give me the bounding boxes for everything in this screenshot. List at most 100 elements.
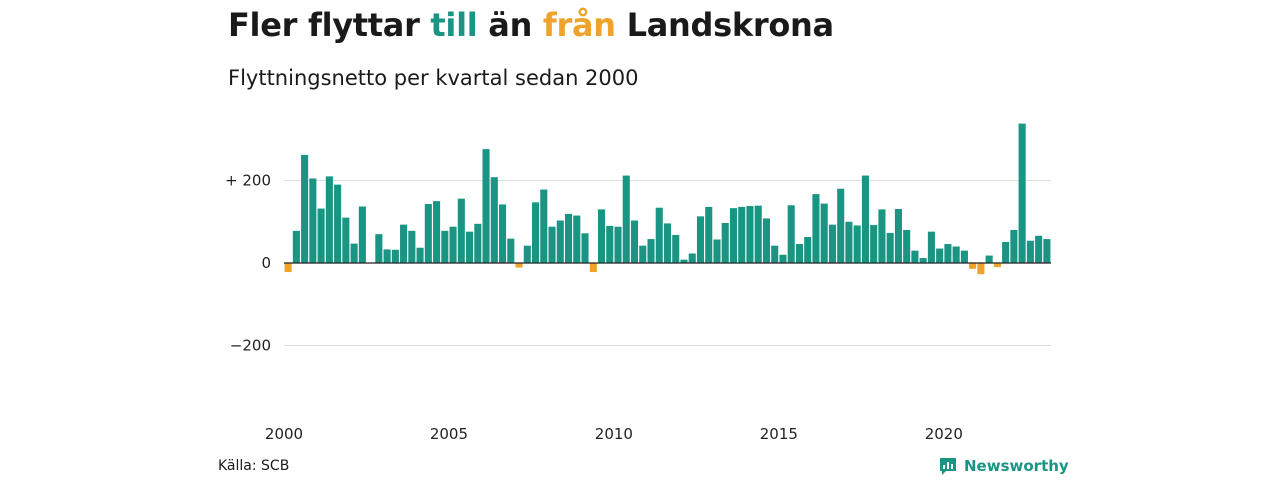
x-tick-label: 2005 (430, 425, 468, 443)
bar (342, 217, 350, 264)
bar (540, 189, 548, 263)
y-tick-label: −200 (230, 337, 271, 355)
bar (507, 238, 515, 263)
bar (771, 245, 779, 263)
bar (804, 237, 812, 263)
bar (556, 220, 564, 263)
bar (1010, 230, 1018, 263)
bar (977, 263, 985, 275)
bar (548, 226, 556, 263)
bar (606, 225, 614, 264)
bar (952, 246, 960, 263)
bar (853, 225, 861, 263)
bar (911, 250, 919, 264)
bar (639, 245, 647, 263)
bar (1043, 239, 1051, 263)
bar (1002, 241, 1010, 263)
bar (416, 247, 424, 263)
bar (614, 226, 622, 263)
bar (845, 221, 853, 263)
bar (408, 230, 416, 263)
bar (441, 230, 449, 263)
bar (301, 154, 309, 263)
bar (474, 223, 482, 263)
bar (400, 224, 408, 263)
chart-title: Fler flyttar till än från Landskrona (228, 6, 834, 44)
title-part-5: Landskrona (615, 6, 834, 44)
bar (383, 249, 391, 263)
bar (284, 263, 292, 273)
y-tick-label: + 200 (225, 172, 271, 190)
bar (721, 222, 729, 263)
title-part-1: Fler flyttar (228, 6, 431, 44)
bar (738, 206, 746, 263)
bar (812, 194, 820, 263)
bar (573, 215, 581, 263)
bar (903, 230, 911, 263)
bar (886, 232, 894, 263)
bar (523, 245, 531, 263)
bar (647, 239, 655, 263)
title-part-3: än (477, 6, 543, 44)
bar (630, 220, 639, 263)
chart-subtitle: Flyttningsnetto per kvartal sedan 2000 (228, 66, 639, 90)
bar (696, 216, 705, 263)
bar (688, 253, 696, 263)
bar (482, 149, 490, 263)
bar (837, 188, 845, 263)
bar (960, 250, 968, 264)
y-tick-label: 0 (261, 254, 271, 272)
bar (779, 254, 787, 263)
bar (334, 184, 342, 264)
bar (870, 225, 878, 263)
bar (746, 206, 754, 263)
x-tick-label: 2015 (760, 425, 798, 443)
brand-logo: Newsworthy (938, 456, 1069, 476)
source-label: Källa: SCB (218, 458, 290, 474)
bar (729, 208, 738, 263)
bar (787, 205, 795, 263)
bar (754, 205, 762, 263)
bar (499, 204, 507, 263)
bar (985, 255, 993, 263)
bar (589, 263, 597, 273)
bar (622, 175, 630, 263)
title-highlight-fran: från (542, 6, 616, 44)
bar (1026, 240, 1034, 263)
bar (532, 202, 540, 263)
bar (391, 249, 399, 263)
bar (424, 204, 432, 263)
bar (762, 218, 771, 263)
bar (944, 244, 952, 263)
bar (713, 239, 721, 263)
bar (597, 209, 606, 264)
bar (466, 231, 474, 263)
bar (672, 234, 680, 263)
bar (564, 213, 573, 263)
bar (292, 230, 300, 263)
bar (861, 175, 869, 263)
bar (581, 233, 589, 263)
bar (309, 178, 317, 263)
bar (993, 263, 1001, 268)
bar (878, 209, 886, 264)
bar (680, 259, 688, 263)
bar (894, 208, 902, 263)
bar (325, 176, 333, 264)
bar (433, 201, 441, 264)
bar (317, 208, 325, 263)
bar (795, 244, 803, 263)
bar (828, 224, 836, 263)
bar (655, 207, 663, 263)
bar (358, 206, 366, 263)
bar (1018, 123, 1026, 263)
bar (663, 223, 672, 263)
title-highlight-till: till (430, 6, 478, 44)
bar (449, 226, 457, 263)
brand-name: Newsworthy (964, 457, 1069, 475)
x-tick-label: 2020 (925, 425, 963, 443)
bar (705, 206, 713, 263)
x-tick-label: 2000 (265, 425, 303, 443)
bar (515, 263, 523, 268)
